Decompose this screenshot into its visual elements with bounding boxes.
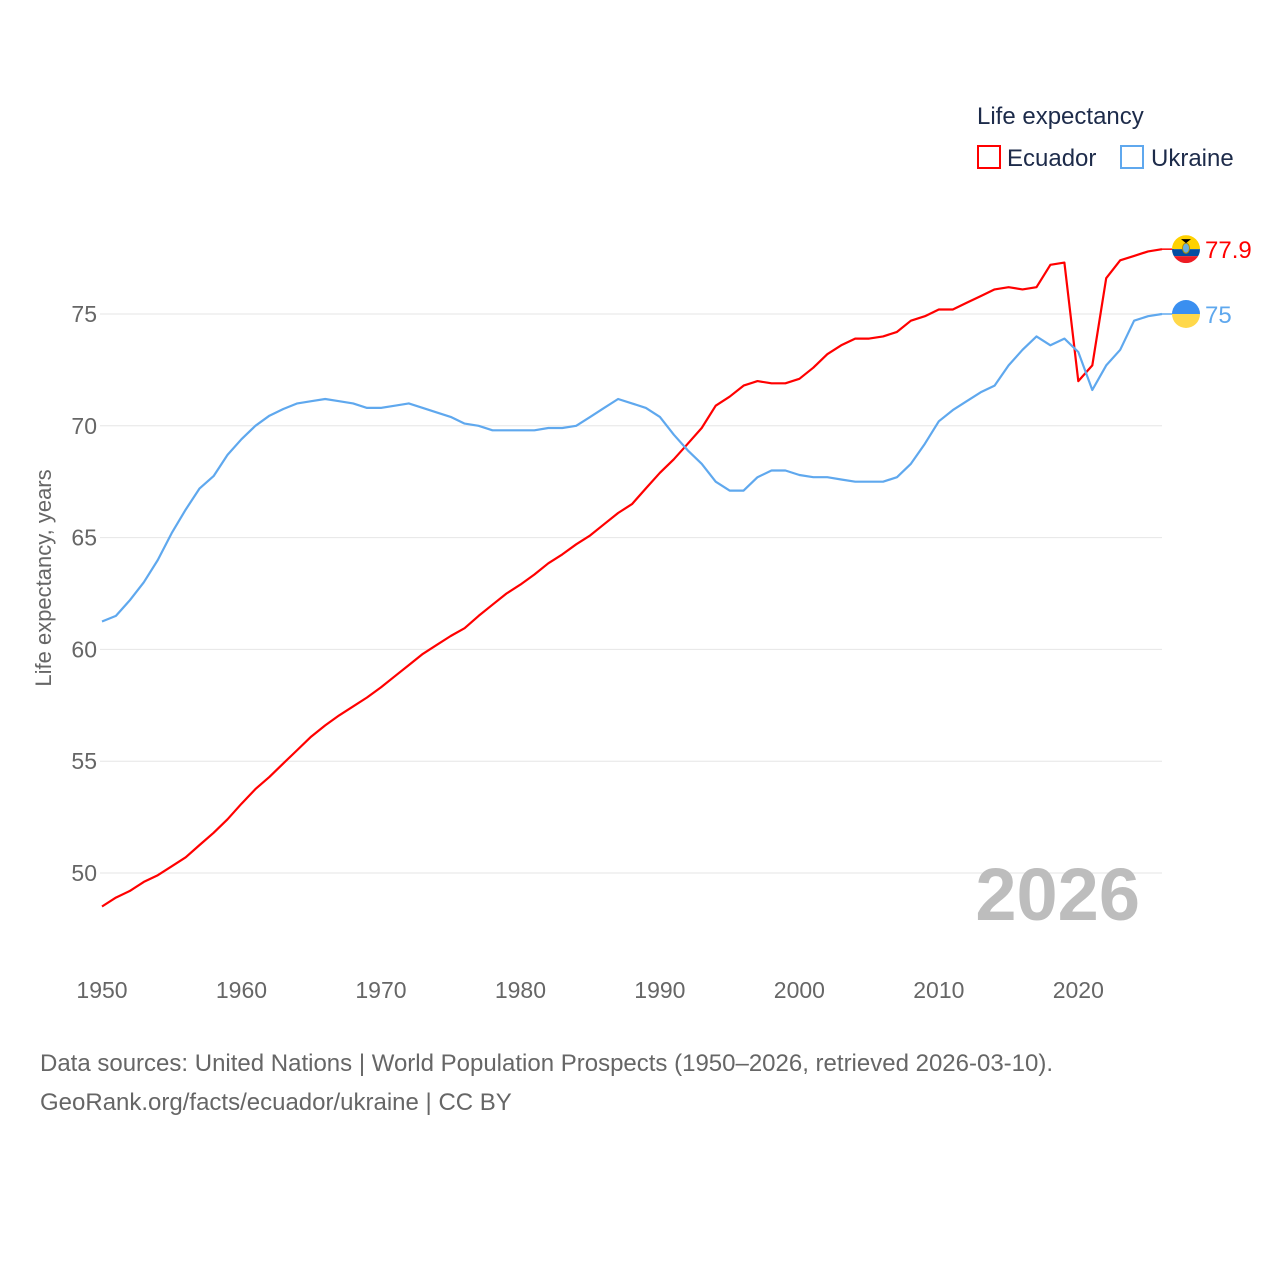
y-axis-label: Life expectancy, years bbox=[31, 469, 56, 686]
x-tick-label: 2020 bbox=[1053, 977, 1104, 1003]
x-tick-label: 2000 bbox=[774, 977, 825, 1003]
ukraine-flag-icon bbox=[1172, 300, 1200, 328]
y-tick-label: 50 bbox=[71, 860, 97, 886]
x-tick-label: 1990 bbox=[634, 977, 685, 1003]
end-value-label-ukraine: 75 bbox=[1205, 302, 1232, 329]
y-tick-label: 70 bbox=[71, 413, 97, 439]
footer: Data sources: United Nations | World Pop… bbox=[40, 1044, 1053, 1122]
end-value-label-ecuador: 77.9 bbox=[1205, 237, 1252, 264]
series-line-ecuador bbox=[101, 248, 1163, 908]
series-line-ukraine bbox=[101, 312, 1163, 623]
y-tick-label: 65 bbox=[71, 525, 97, 551]
x-tick-label: 1960 bbox=[216, 977, 267, 1003]
attribution-link[interactable]: GeoRank.org/facts/ecuador/ukraine | CC B… bbox=[40, 1089, 512, 1116]
x-tick-label: 1950 bbox=[76, 977, 127, 1003]
y-tick-label: 60 bbox=[71, 636, 97, 662]
y-tick-label: 75 bbox=[71, 301, 97, 327]
legend-title: Life expectancy bbox=[977, 103, 1144, 130]
ecuador-flag-icon bbox=[1172, 235, 1200, 264]
legend-swatch-ukraine bbox=[1120, 145, 1144, 169]
legend-label-ukraine[interactable]: Ukraine bbox=[1151, 145, 1234, 172]
legend-label-ecuador[interactable]: Ecuador bbox=[1007, 145, 1096, 172]
data-sources: Data sources: United Nations | World Pop… bbox=[40, 1050, 1054, 1077]
y-tick-label: 55 bbox=[71, 748, 97, 774]
x-tick-label: 1970 bbox=[355, 977, 406, 1003]
legend-swatch-ecuador bbox=[977, 145, 1001, 169]
x-tick-label: 1980 bbox=[495, 977, 546, 1003]
year-watermark: 2026 bbox=[975, 853, 1140, 936]
x-tick-label: 2010 bbox=[913, 977, 964, 1003]
